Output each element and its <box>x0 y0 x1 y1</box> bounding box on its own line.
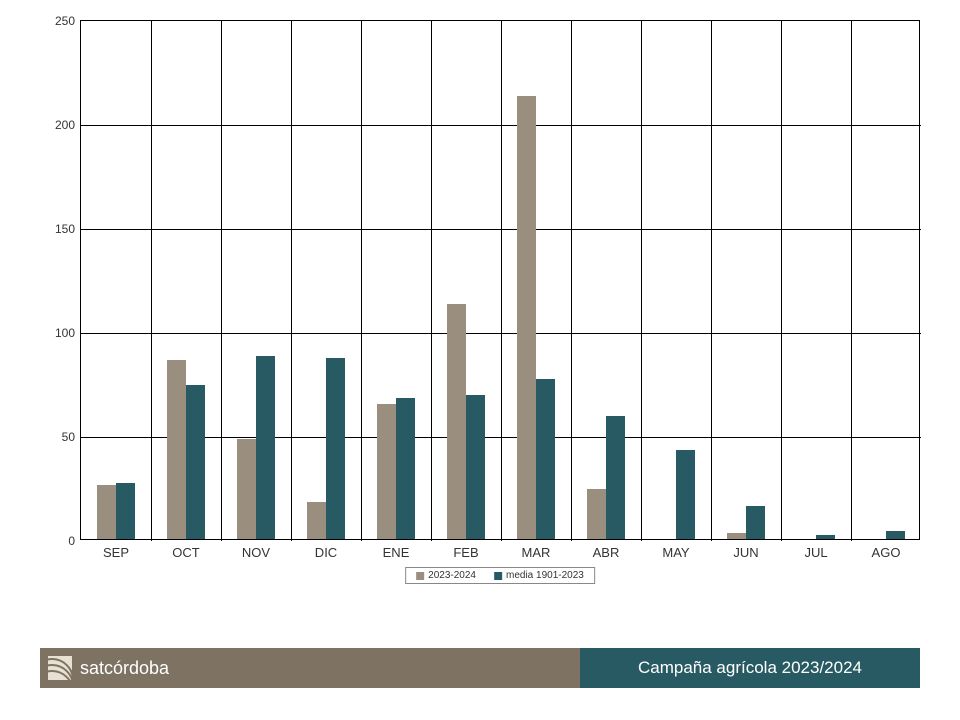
bar <box>676 450 695 539</box>
x-tick-label: DIC <box>315 539 337 560</box>
gridline-v <box>151 21 152 541</box>
bar <box>326 358 345 539</box>
gridline-v <box>571 21 572 541</box>
x-tick-label: JUN <box>733 539 758 560</box>
gridline-v <box>781 21 782 541</box>
x-tick-label: FEB <box>453 539 478 560</box>
bar <box>256 356 275 539</box>
bar <box>466 395 485 539</box>
x-tick-label: MAR <box>522 539 551 560</box>
bar <box>587 489 606 539</box>
legend: 2023-2024 media 1901-2023 <box>405 567 595 584</box>
logo-text: satcórdoba <box>80 658 169 679</box>
x-tick-label: NOV <box>242 539 270 560</box>
gridline-v <box>291 21 292 541</box>
bar <box>746 506 765 539</box>
y-tick-label: 150 <box>55 222 81 236</box>
bar <box>396 398 415 539</box>
x-tick-label: OCT <box>172 539 199 560</box>
gridline-v <box>501 21 502 541</box>
footer-right-text: Campaña agrícola 2023/2024 <box>638 658 862 678</box>
bar <box>886 531 905 539</box>
plot-area: 050100150200250SEPOCTNOVDICENEFEBMARABRM… <box>80 20 920 540</box>
bar <box>167 360 186 539</box>
y-tick-label: 100 <box>55 326 81 340</box>
legend-item: media 1901-2023 <box>494 570 584 581</box>
bar <box>377 404 396 539</box>
gridline-v <box>361 21 362 541</box>
bar <box>186 385 205 539</box>
bar <box>536 379 555 539</box>
bar <box>307 502 326 539</box>
x-tick-label: AGO <box>872 539 901 560</box>
x-tick-label: ENE <box>383 539 410 560</box>
gridline-v <box>221 21 222 541</box>
legend-item: 2023-2024 <box>416 570 476 581</box>
bar <box>116 483 135 539</box>
gridline-v <box>431 21 432 541</box>
bar <box>606 416 625 539</box>
bar <box>97 485 116 539</box>
legend-swatch-icon <box>416 572 424 580</box>
gridline-v <box>641 21 642 541</box>
bar <box>237 439 256 539</box>
legend-label: media 1901-2023 <box>506 570 584 581</box>
chart-container: 050100150200250SEPOCTNOVDICENEFEBMARABRM… <box>40 20 920 610</box>
bar <box>447 304 466 539</box>
legend-label: 2023-2024 <box>428 570 476 581</box>
y-tick-label: 250 <box>55 14 81 28</box>
footer-bar: satcórdoba Campaña agrícola 2023/2024 <box>40 648 920 688</box>
x-tick-label: JUL <box>804 539 827 560</box>
x-tick-label: MAY <box>662 539 689 560</box>
logo-glyph-icon <box>48 656 72 680</box>
x-tick-label: ABR <box>593 539 620 560</box>
logo-text-part2: córdoba <box>104 658 169 678</box>
y-tick-label: 50 <box>62 430 81 444</box>
footer-right-block: Campaña agrícola 2023/2024 <box>580 648 920 688</box>
logo-text-part1: sat <box>80 658 104 678</box>
gridline-v <box>711 21 712 541</box>
x-tick-label: SEP <box>103 539 129 560</box>
footer-logo: satcórdoba <box>40 652 183 684</box>
gridline-v <box>851 21 852 541</box>
y-tick-label: 0 <box>68 534 81 548</box>
y-tick-label: 200 <box>55 118 81 132</box>
legend-swatch-icon <box>494 572 502 580</box>
bar <box>517 96 536 539</box>
